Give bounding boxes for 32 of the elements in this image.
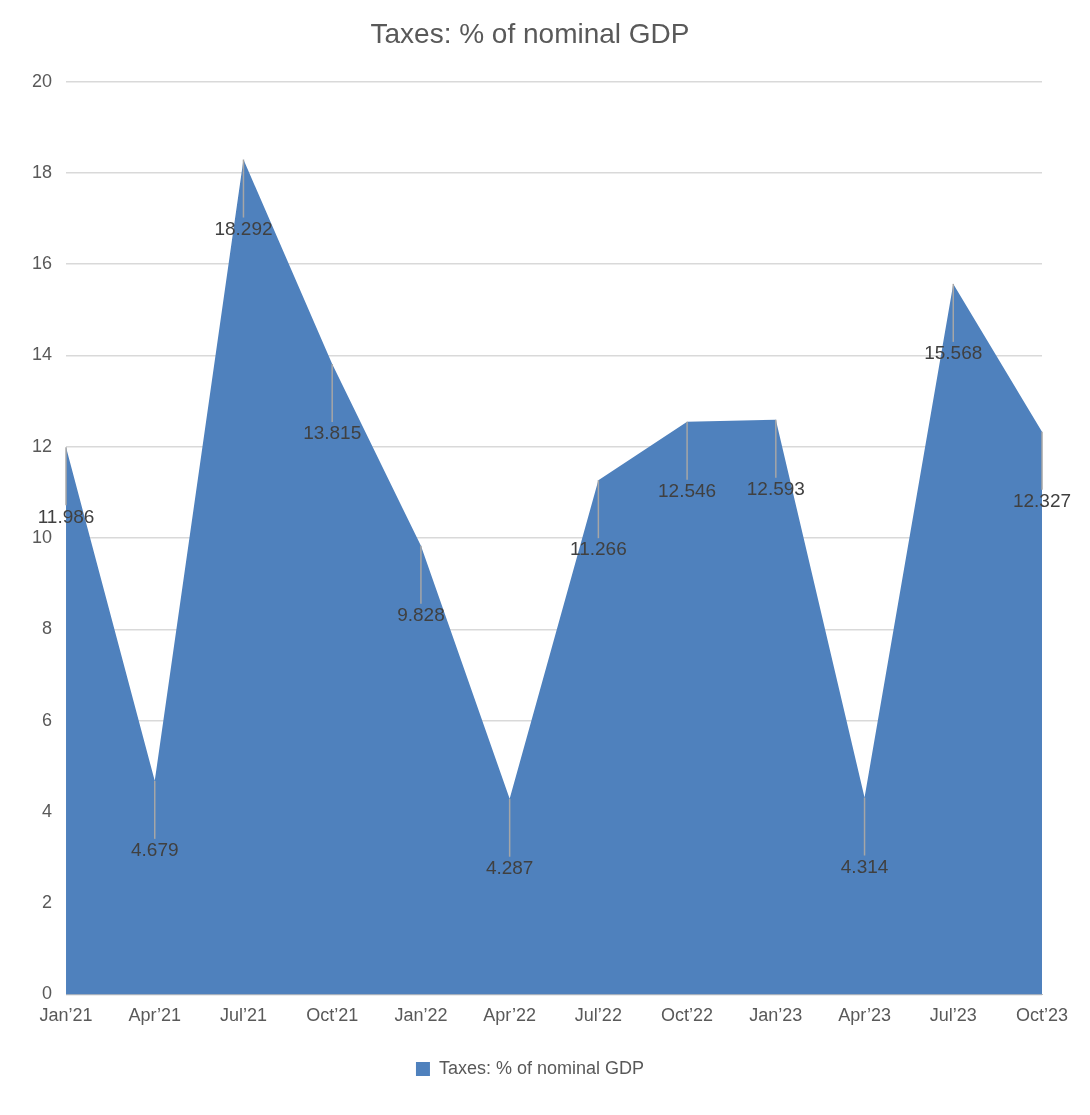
y-tick-label: 4 [42,800,53,821]
x-tick-label: Oct’23 [1015,1005,1069,1026]
x-tick-label: Jan’21 [39,1005,93,1026]
y-tick-label: 16 [31,253,53,274]
y-tick-label: 20 [31,70,53,91]
data-label: 9.828 [397,604,445,626]
y-tick-label: 0 [42,983,53,1004]
x-tick-label: Oct’21 [306,1005,359,1026]
x-tick-label: Jul’23 [929,1005,977,1026]
data-label: 4.679 [130,839,179,861]
data-label: 13.815 [303,422,362,444]
y-tick-label: 14 [31,344,53,365]
x-tick-label: Apr’22 [483,1005,536,1026]
y-tick-label: 18 [31,161,53,182]
data-label: 12.327 [1012,490,1072,512]
y-tick-label: 2 [42,892,53,913]
x-tick-label: Oct’22 [661,1005,714,1026]
data-label: 4.314 [840,855,889,877]
y-tick-label: 6 [42,709,53,730]
y-tick-label: 10 [31,526,53,547]
y-tick-label: 12 [31,435,53,456]
x-tick-label: Apr’23 [838,1005,891,1026]
x-tick-label: Jul’21 [219,1005,267,1026]
x-tick-label: Jul’22 [574,1005,622,1026]
data-label: 4.287 [485,856,534,878]
x-tick-label: Jan’22 [394,1005,448,1026]
x-tick-label: Jan’23 [749,1005,803,1026]
legend-label: Taxes: % of nominal GDP [438,1057,645,1078]
data-label: 12.546 [658,480,717,502]
x-tick-label: Apr’21 [128,1005,182,1026]
y-tick-label: 8 [42,618,53,639]
chart-title: Taxes: % of nominal GDP [370,17,690,49]
